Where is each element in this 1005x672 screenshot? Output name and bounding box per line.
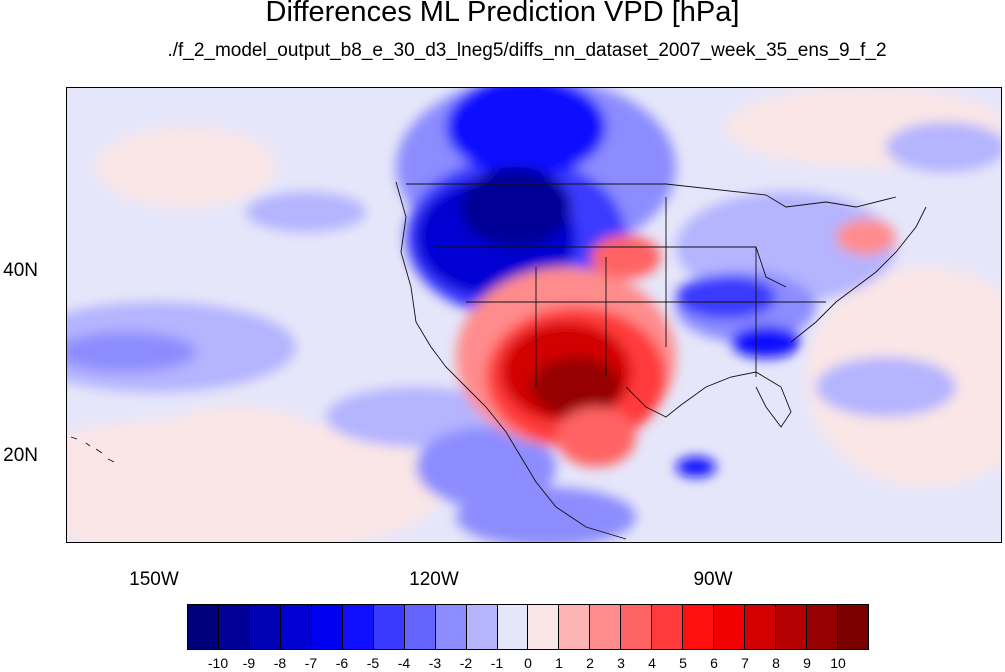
colorbar-swatch <box>807 605 839 649</box>
colorbar-swatch <box>621 605 653 649</box>
lat-label-40n: 40N <box>3 260 38 281</box>
map-subtitle: ./f_2_model_output_b8_e_30_d3_lneg5/diff… <box>167 40 887 61</box>
blue-region <box>446 87 606 177</box>
colorbar-tick-label: -8 <box>273 655 287 671</box>
colorbar-tick-label: -3 <box>428 655 442 671</box>
blue-region <box>731 326 801 358</box>
colorbar-tick-label: 5 <box>679 655 687 671</box>
red-region <box>836 219 896 255</box>
colorbar-tick-label: -9 <box>242 655 256 671</box>
colorbar-swatch <box>280 605 312 649</box>
colorbar-tick-label: 4 <box>648 655 656 671</box>
lon-label-150w: 150W <box>129 569 179 590</box>
colorbar-swatch <box>311 605 343 649</box>
colorbar-tick-label: -7 <box>304 655 318 671</box>
colorbar-tick-label: -2 <box>459 655 473 671</box>
colorbar-tick-label: 3 <box>617 655 625 671</box>
map-plot-area <box>66 87 1002 543</box>
colorbar-swatch <box>683 605 715 649</box>
colorbar-tick-label: 1 <box>555 655 563 671</box>
colorbar-swatch <box>590 605 622 649</box>
colorbar-tick-label: -6 <box>335 655 349 671</box>
blue-region <box>66 332 196 372</box>
blue-region <box>416 427 556 507</box>
blue-region <box>816 357 956 417</box>
colorbar-swatch <box>342 605 374 649</box>
colorbar-tick-label: 0 <box>524 655 532 671</box>
colorbar-swatch <box>188 605 219 649</box>
colorbar-swatch <box>714 605 746 649</box>
colorbar-swatch <box>776 605 808 649</box>
colorbar-tick-label: -1 <box>490 655 504 671</box>
blue-region <box>246 192 366 232</box>
colorbar-swatch <box>404 605 436 649</box>
colorbar-swatch <box>435 605 467 649</box>
blue-region <box>456 487 636 543</box>
colorbar-swatch <box>838 605 868 649</box>
map-title: Differences ML Prediction VPD [hPa] <box>265 0 740 28</box>
colorbar-swatch <box>745 605 777 649</box>
colorbar-tick-label: -5 <box>366 655 380 671</box>
colorbar-swatch <box>497 605 529 649</box>
colorbar-swatch <box>218 605 250 649</box>
colorbar-swatch <box>559 605 591 649</box>
lat-label-20n: 20N <box>3 445 38 466</box>
colorbar-swatch <box>528 605 560 649</box>
pink-region <box>146 407 326 487</box>
colorbar-tick-label: 10 <box>830 655 846 671</box>
lon-label-90w: 90W <box>693 569 733 590</box>
colorbar-swatch <box>466 605 498 649</box>
lon-label-120w: 120W <box>409 569 459 590</box>
colorbar-tick-label: 9 <box>803 655 811 671</box>
vpd-difference-field <box>66 87 1002 543</box>
hawaii-islands <box>70 436 115 463</box>
red-region <box>556 407 636 467</box>
red-region <box>531 357 621 417</box>
colorbar-tick-label: 6 <box>710 655 718 671</box>
colorbar-tick-label: -10 <box>207 655 229 671</box>
colorbar-tick-label: 2 <box>586 655 594 671</box>
colorbar-swatch <box>652 605 684 649</box>
pink-region <box>96 127 276 207</box>
colorbar-swatch <box>249 605 281 649</box>
colorbar <box>187 604 869 650</box>
blue-region <box>461 167 571 247</box>
coastline <box>395 181 927 540</box>
colorbar-tick-label: -4 <box>397 655 411 671</box>
blue-region <box>676 457 716 477</box>
blue-region <box>886 122 1002 172</box>
colorbar-tick-label: 7 <box>741 655 749 671</box>
colorbar-swatch <box>373 605 405 649</box>
red-region <box>591 235 661 279</box>
colorbar-tick-label: 8 <box>772 655 780 671</box>
blue-region <box>676 275 776 319</box>
